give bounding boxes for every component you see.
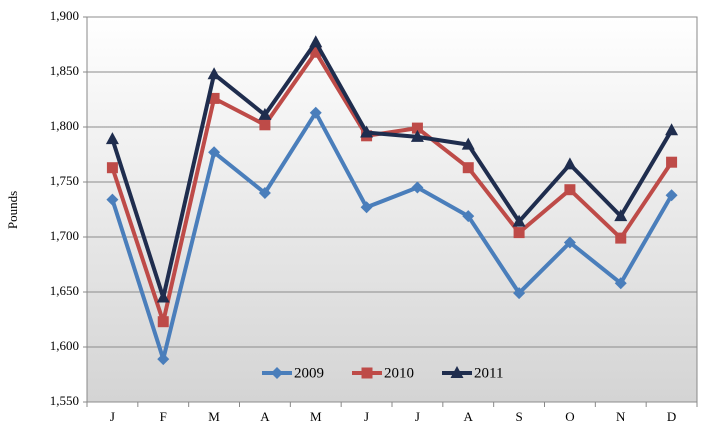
point bbox=[157, 316, 169, 328]
x-tick-label: J bbox=[110, 409, 115, 424]
y-tick-label: 1,550 bbox=[50, 393, 79, 408]
y-axis-label: Pounds bbox=[5, 191, 20, 229]
point bbox=[564, 184, 576, 196]
x-tick-label: S bbox=[515, 409, 522, 424]
series-line bbox=[110, 50, 674, 324]
legend-marker bbox=[450, 366, 464, 378]
plot-area bbox=[86, 16, 698, 403]
point bbox=[360, 201, 373, 214]
x-tick-label: F bbox=[160, 409, 167, 424]
legend-marker bbox=[271, 367, 283, 379]
point bbox=[106, 193, 119, 206]
point bbox=[157, 353, 170, 366]
point bbox=[563, 236, 576, 249]
x-tick-label: J bbox=[415, 409, 420, 424]
series-line bbox=[110, 40, 674, 300]
point bbox=[309, 106, 322, 119]
point bbox=[259, 119, 271, 131]
point bbox=[461, 137, 475, 150]
x-tick-label: A bbox=[260, 409, 270, 424]
point bbox=[258, 187, 271, 199]
y-tick-label: 1,700 bbox=[50, 228, 79, 243]
point bbox=[665, 123, 679, 136]
y-tick-label: 1,800 bbox=[50, 118, 79, 133]
y-tick-label: 1,900 bbox=[50, 8, 79, 23]
x-tick-label: M bbox=[208, 409, 220, 424]
point bbox=[310, 46, 322, 58]
x-tick-label: J bbox=[364, 409, 369, 424]
point bbox=[462, 210, 475, 223]
y-tick-label: 1,650 bbox=[50, 283, 79, 298]
x-tick-label: N bbox=[616, 409, 626, 424]
point bbox=[360, 125, 374, 138]
x-tick-label: D bbox=[667, 409, 676, 424]
y-tick-label: 1,750 bbox=[50, 173, 79, 188]
point bbox=[513, 287, 526, 300]
legend-marker bbox=[361, 367, 373, 379]
point bbox=[411, 122, 423, 134]
point bbox=[563, 157, 577, 170]
point bbox=[665, 189, 678, 202]
point bbox=[410, 129, 424, 142]
point bbox=[512, 214, 526, 227]
point bbox=[614, 277, 627, 290]
point bbox=[208, 92, 220, 104]
legend-label: 2009 bbox=[294, 365, 324, 381]
series-line bbox=[110, 110, 674, 362]
y-tick-label: 1,600 bbox=[50, 338, 79, 353]
x-tick-label: O bbox=[565, 409, 574, 424]
x-tick-label: A bbox=[464, 409, 474, 424]
point bbox=[411, 181, 424, 194]
point bbox=[462, 162, 474, 174]
point bbox=[208, 146, 221, 159]
point bbox=[106, 162, 118, 174]
y-tick-label: 1,850 bbox=[50, 63, 79, 78]
point bbox=[258, 107, 272, 120]
point bbox=[156, 290, 170, 303]
x-tick-label: M bbox=[310, 409, 322, 424]
point bbox=[666, 156, 678, 168]
point bbox=[207, 67, 221, 80]
point bbox=[513, 227, 525, 239]
point bbox=[614, 209, 628, 222]
point bbox=[105, 132, 119, 145]
legend-label: 2011 bbox=[474, 365, 503, 381]
point bbox=[615, 232, 627, 244]
legend-label: 2010 bbox=[384, 365, 414, 381]
point bbox=[309, 35, 323, 48]
